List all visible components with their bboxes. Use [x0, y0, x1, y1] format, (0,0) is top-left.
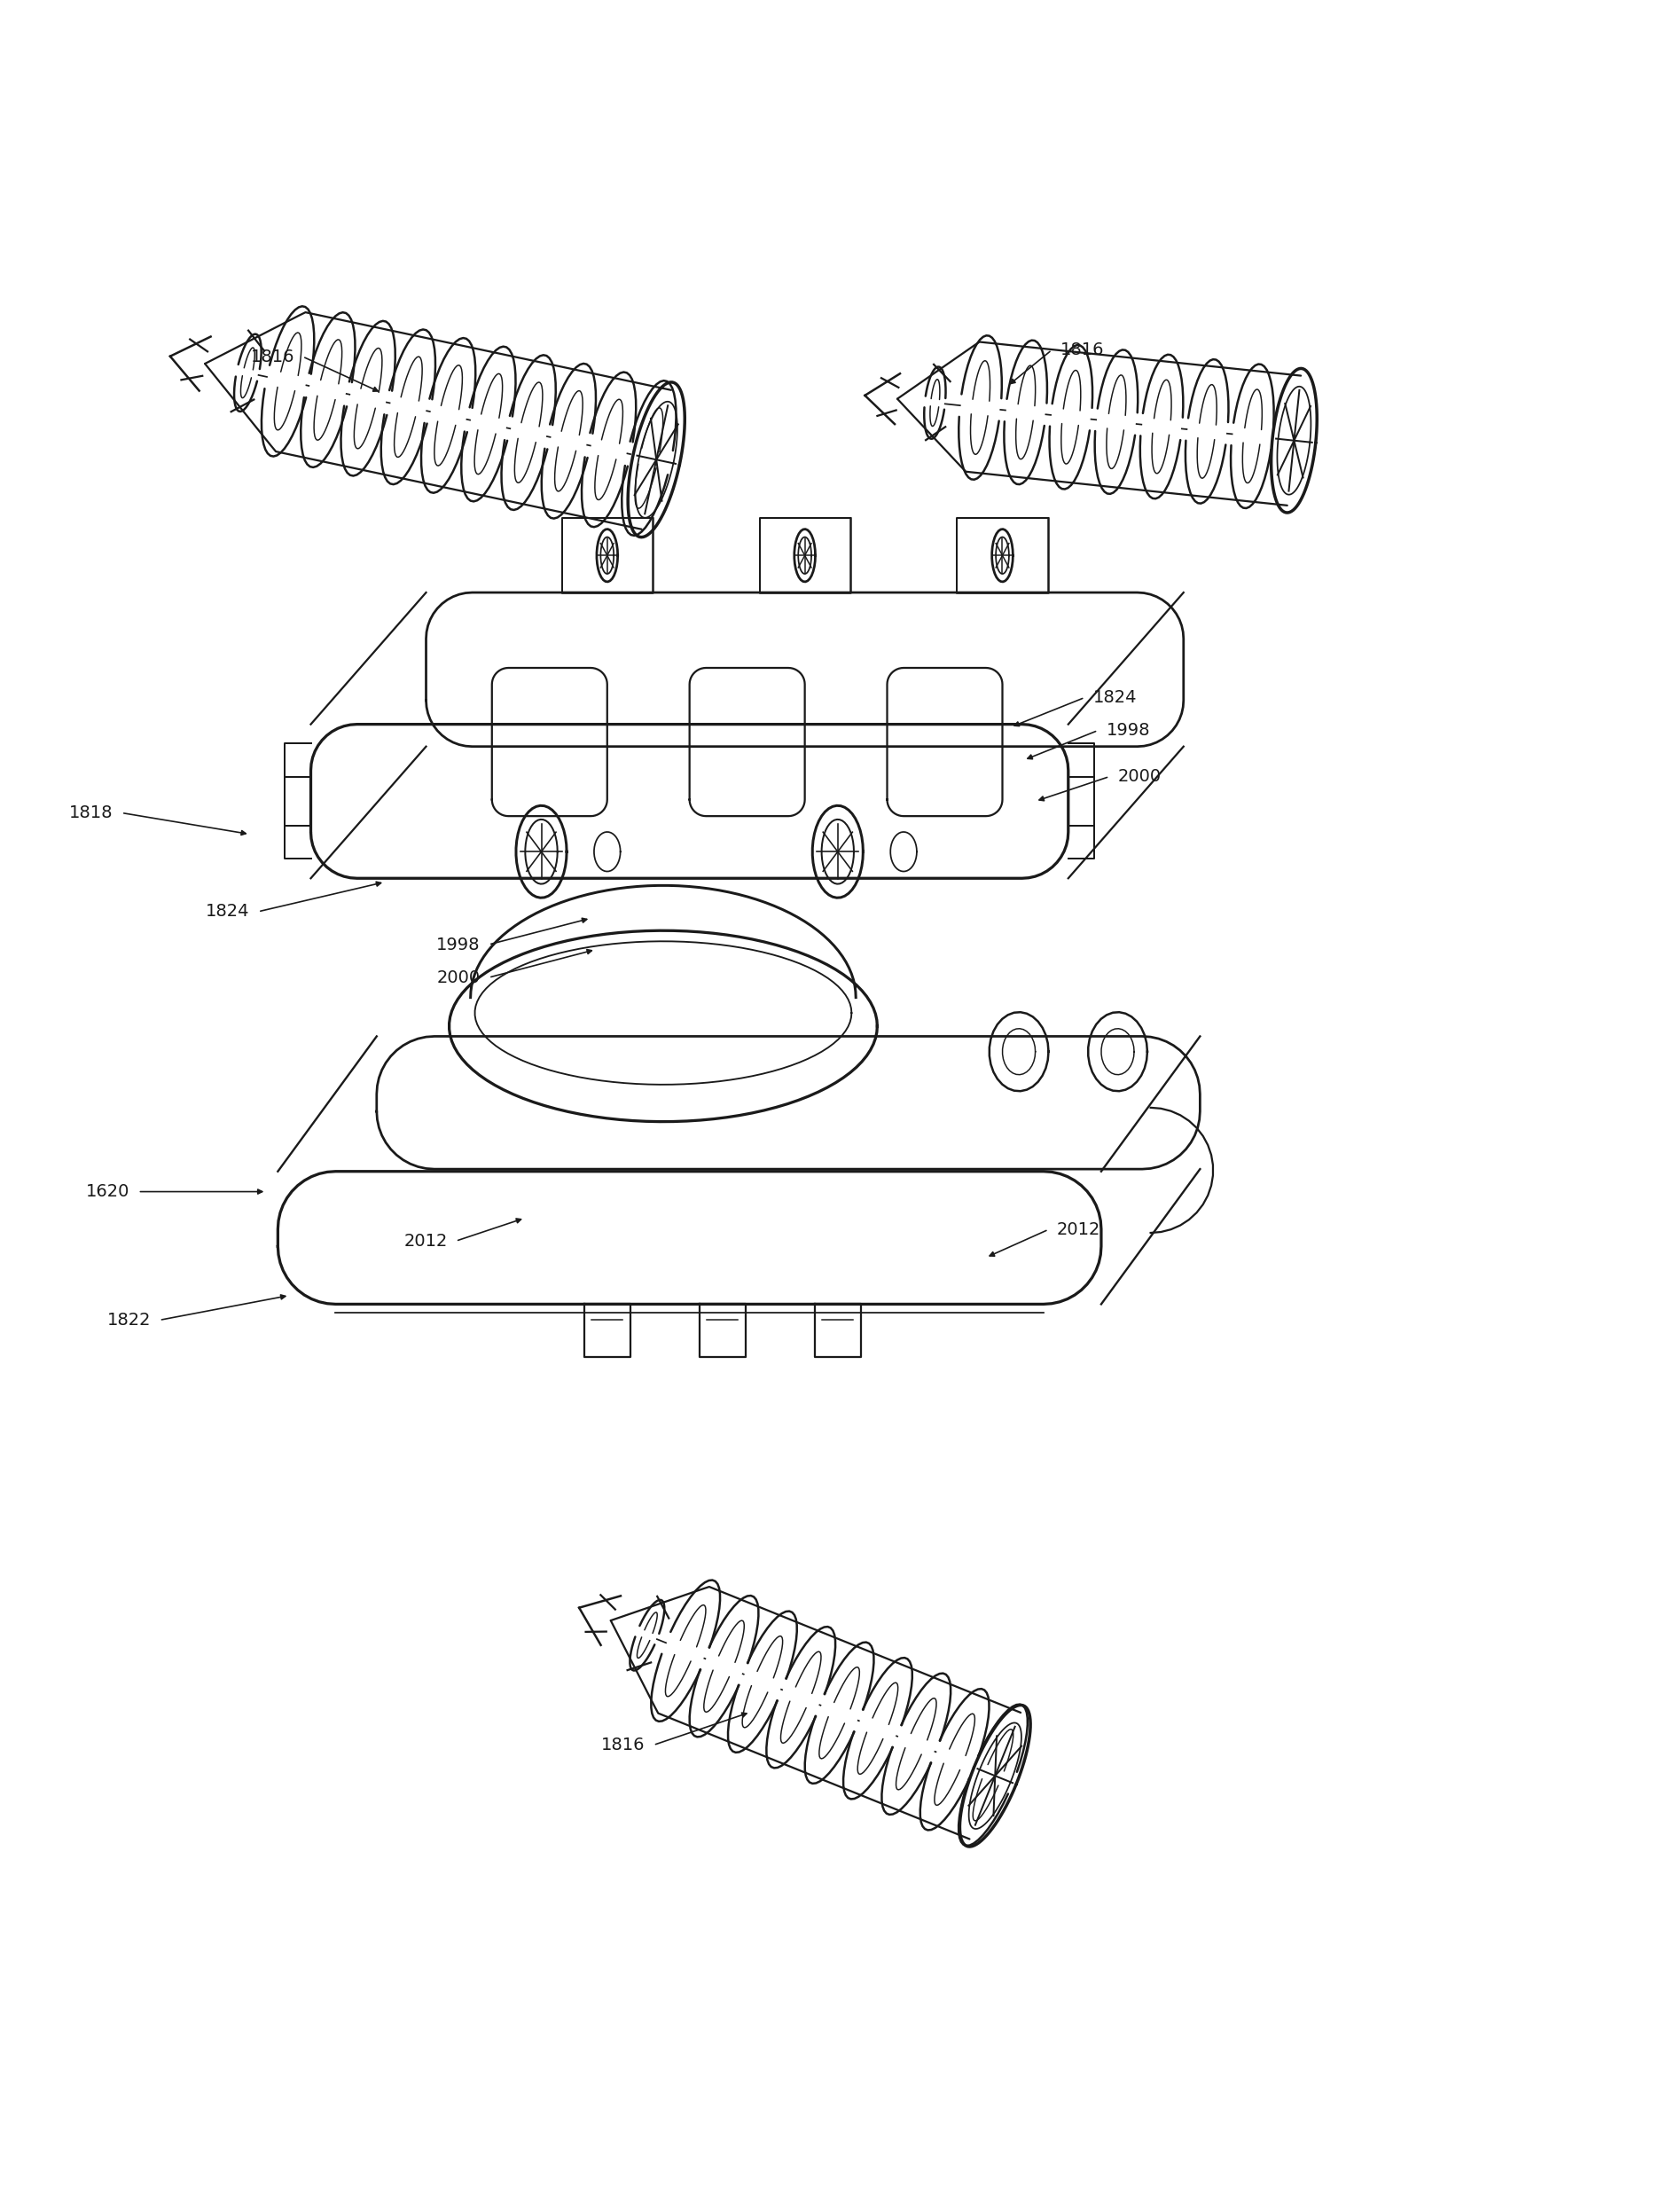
Text: 1816: 1816 [1060, 341, 1103, 358]
Text: 1824: 1824 [206, 902, 251, 920]
Text: 2012: 2012 [403, 1232, 448, 1250]
Text: 1816: 1816 [251, 347, 294, 365]
Text: 2012: 2012 [1057, 1221, 1100, 1239]
Text: 1822: 1822 [108, 1312, 151, 1329]
Text: 1824: 1824 [1093, 690, 1136, 706]
Text: 2000: 2000 [1118, 768, 1161, 785]
Text: 1620: 1620 [86, 1183, 129, 1201]
Text: 1816: 1816 [601, 1736, 645, 1754]
Text: 2000: 2000 [436, 969, 481, 987]
Text: 1998: 1998 [436, 936, 481, 953]
Text: 1818: 1818 [70, 805, 113, 821]
Text: 1998: 1998 [1107, 721, 1150, 739]
